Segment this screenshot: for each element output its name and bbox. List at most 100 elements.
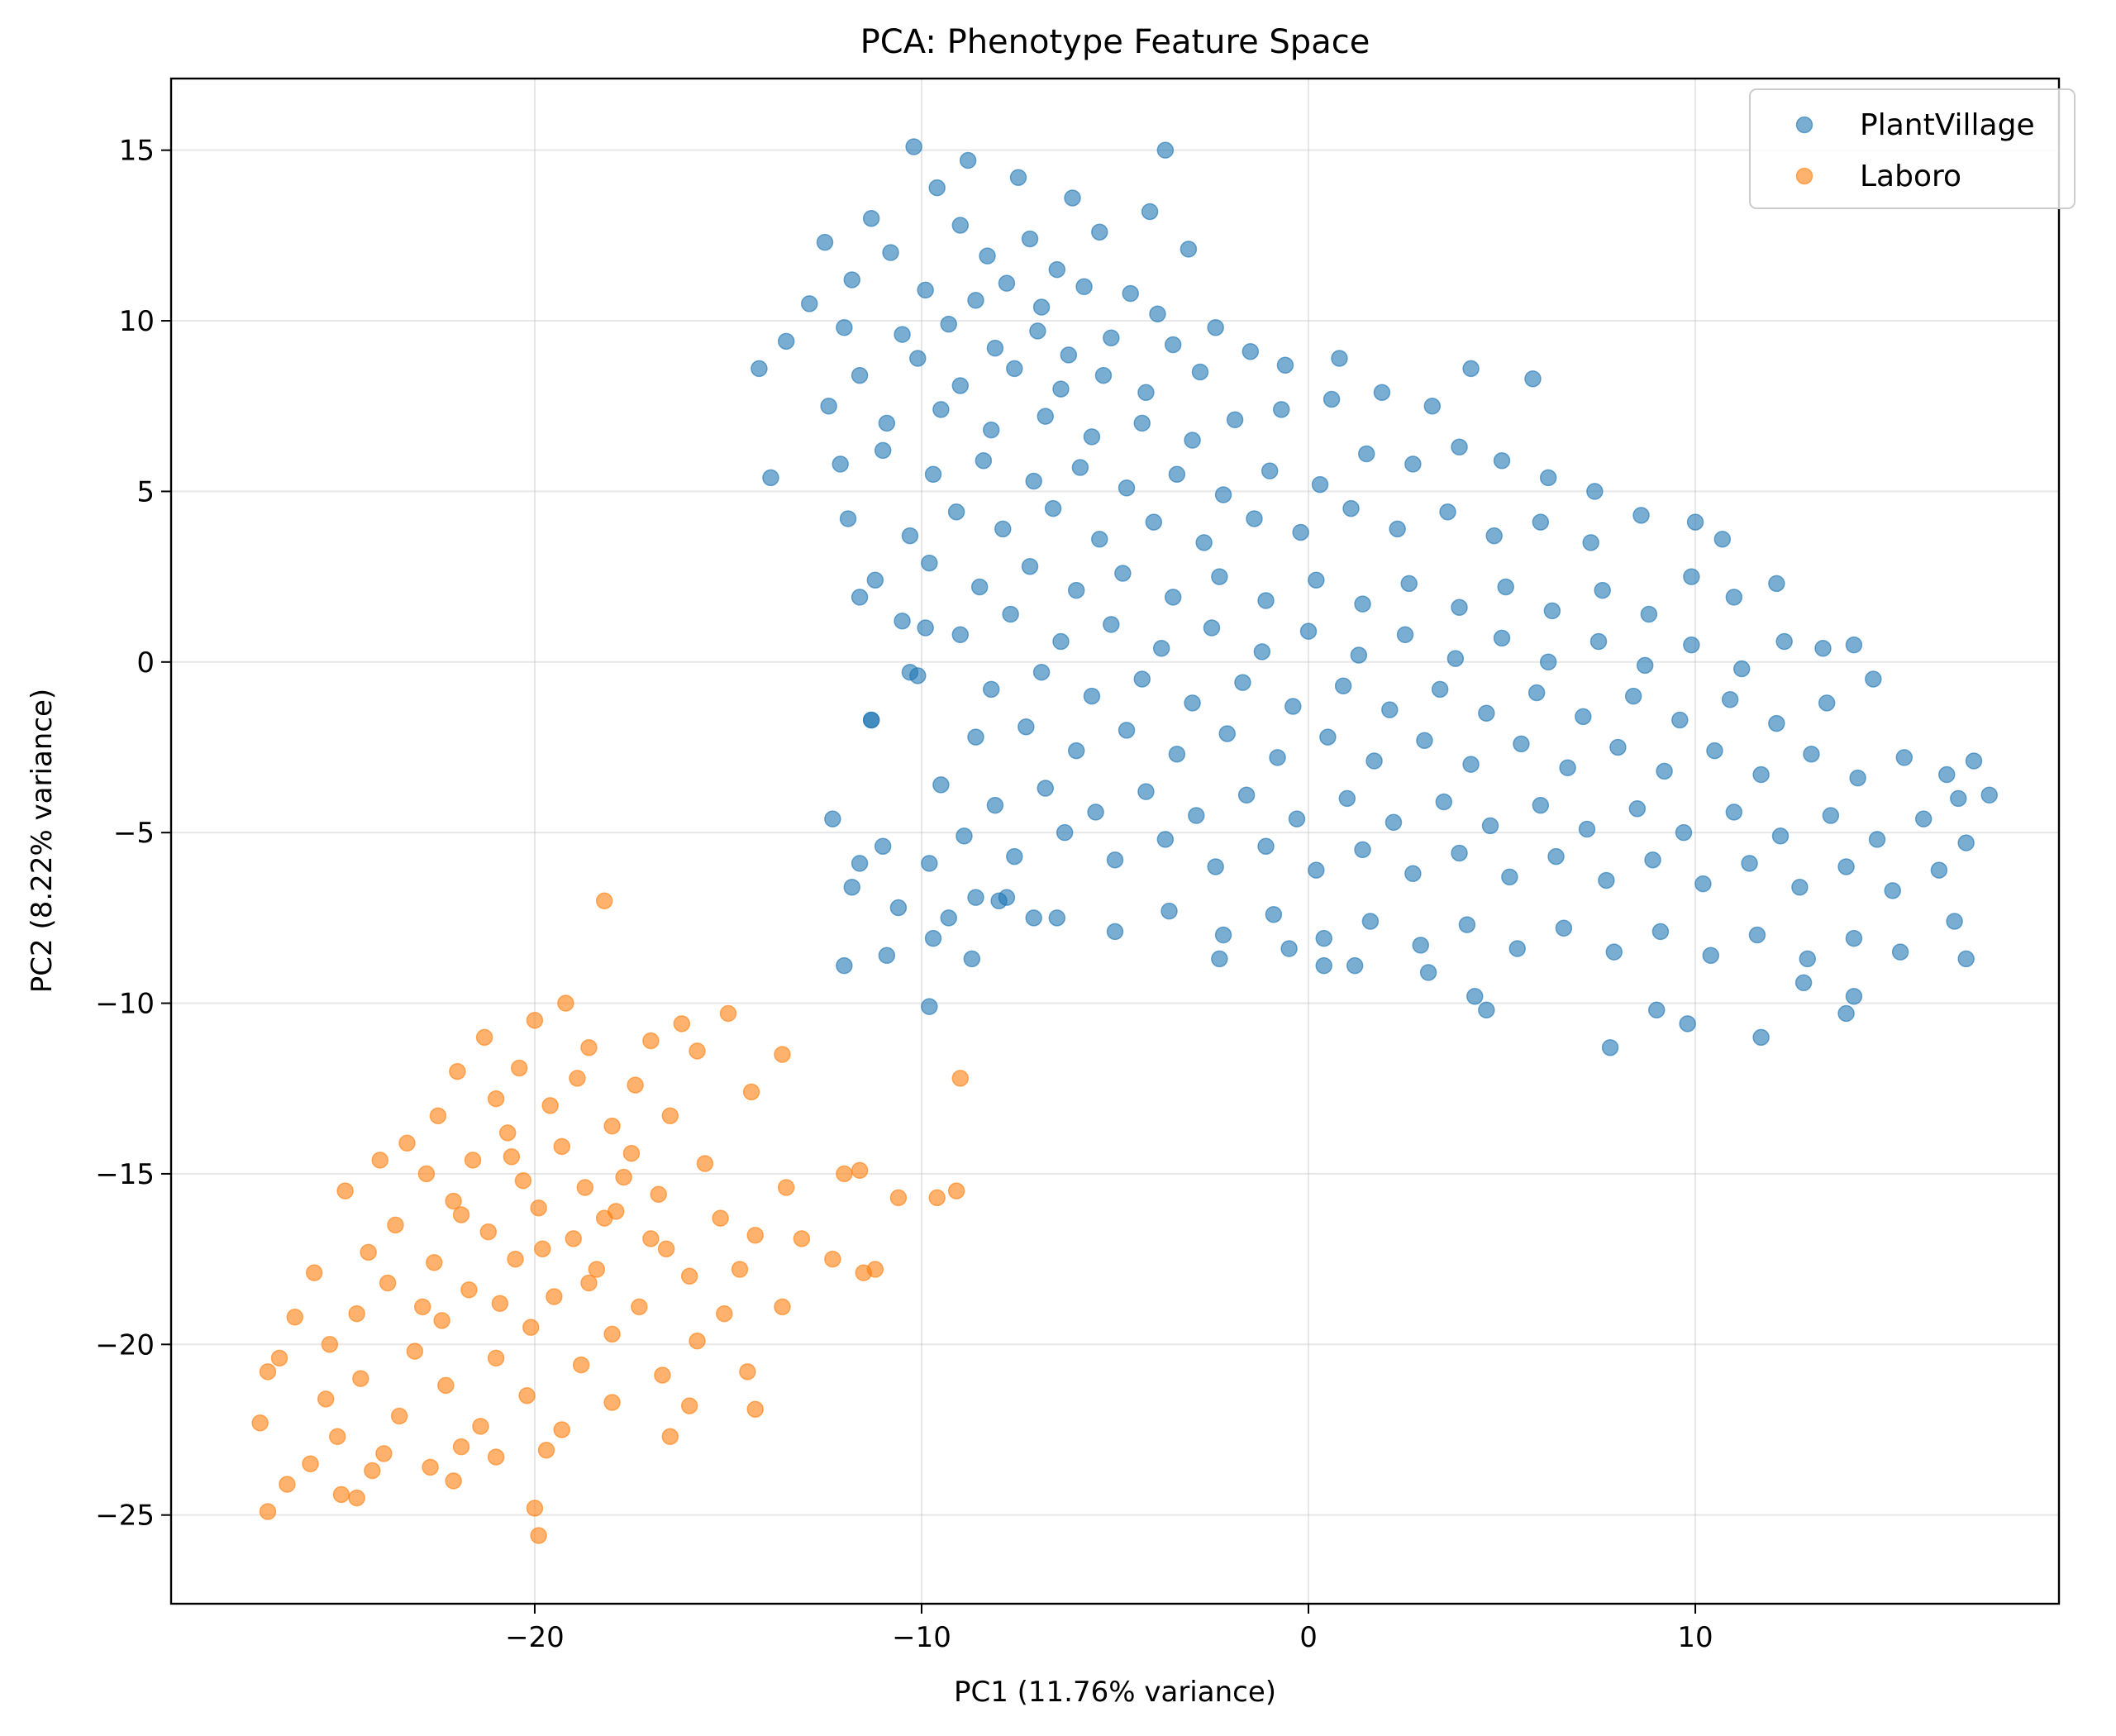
data-point-plantvillage <box>1311 475 1329 494</box>
data-point-plantvillage <box>1188 807 1205 824</box>
data-point-plantvillage <box>1257 592 1275 609</box>
data-point-plantvillage <box>1771 827 1790 845</box>
data-point-plantvillage <box>1671 711 1689 729</box>
data-point-laboro <box>364 1462 381 1480</box>
data-point-plantvillage <box>1338 789 1356 808</box>
data-point-plantvillage <box>917 619 934 637</box>
plot-frame <box>169 77 2061 1605</box>
data-point-laboro <box>576 1179 594 1196</box>
data-point-plantvillage <box>982 680 1000 699</box>
data-point-plantvillage <box>1822 807 1840 824</box>
data-point-plantvillage <box>1168 745 1186 763</box>
data-point-plantvillage <box>1539 653 1557 671</box>
data-point-laboro <box>689 1332 706 1350</box>
data-point-plantvillage <box>1075 278 1093 296</box>
data-point-plantvillage <box>1319 728 1337 746</box>
data-point-laboro <box>541 1097 559 1114</box>
data-point-plantvillage <box>1094 366 1113 384</box>
data-point-plantvillage <box>1122 284 1139 303</box>
data-point-plantvillage <box>1308 571 1325 589</box>
legend-marker-laboro <box>1795 167 1813 185</box>
data-point-plantvillage <box>1361 913 1380 930</box>
data-point-plantvillage <box>921 998 938 1015</box>
data-point-plantvillage <box>1071 459 1089 476</box>
data-point-plantvillage <box>1354 595 1371 613</box>
data-point-plantvillage <box>1373 384 1391 401</box>
data-point-laboro <box>569 1070 586 1087</box>
data-point-plantvillage <box>1578 820 1596 838</box>
data-point-plantvillage <box>1276 356 1294 374</box>
data-point-laboro <box>360 1243 377 1261</box>
y-tick-label: 15 <box>119 135 155 168</box>
data-point-laboro <box>375 1445 393 1462</box>
series-plantvillage <box>751 138 1999 1056</box>
data-point-plantvillage <box>878 414 896 432</box>
data-point-plantvillage <box>1683 636 1700 654</box>
data-point-plantvillage <box>1768 714 1785 732</box>
data-point-plantvillage <box>1002 605 1019 623</box>
data-point-laboro <box>654 1366 671 1384</box>
data-point-laboro <box>530 1199 547 1217</box>
data-point-plantvillage <box>1818 694 1836 712</box>
data-point-plantvillage <box>1218 725 1236 742</box>
data-point-plantvillage <box>1280 940 1298 957</box>
data-point-plantvillage <box>1803 745 1820 763</box>
data-point-laboro <box>422 1458 439 1476</box>
data-point-plantvillage <box>836 319 853 336</box>
data-point-plantvillage <box>1400 575 1418 593</box>
data-point-laboro <box>498 1124 517 1142</box>
data-point-plantvillage <box>1322 390 1341 408</box>
data-point-plantvillage <box>1048 260 1066 279</box>
data-point-laboro <box>595 892 613 909</box>
data-point-plantvillage <box>1060 346 1078 364</box>
data-point-plantvillage <box>1845 929 1863 947</box>
data-point-plantvillage <box>1768 575 1785 593</box>
data-point-laboro <box>680 1397 698 1414</box>
data-point-plantvillage <box>1214 926 1232 944</box>
data-point-laboro <box>553 1137 570 1156</box>
data-point-plantvillage <box>1160 902 1178 920</box>
data-point-laboro <box>429 1107 447 1125</box>
data-point-plantvillage <box>1164 589 1182 606</box>
data-point-plantvillage <box>874 837 892 855</box>
data-point-plantvillage <box>1849 769 1866 787</box>
data-point-plantvillage <box>1884 882 1901 899</box>
data-point-plantvillage <box>1435 793 1453 811</box>
data-point-plantvillage <box>1651 923 1670 941</box>
data-point-plantvillage <box>1021 557 1039 575</box>
data-point-plantvillage <box>816 233 834 251</box>
data-point-plantvillage <box>1713 530 1732 548</box>
data-point-plantvillage <box>894 326 911 343</box>
data-point-plantvillage <box>1466 988 1484 1005</box>
data-point-plantvillage <box>1299 622 1318 640</box>
data-point-plantvillage <box>1137 783 1155 800</box>
data-point-plantvillage <box>851 366 869 384</box>
data-point-plantvillage <box>1284 698 1302 715</box>
data-point-plantvillage <box>1493 629 1511 647</box>
data-point-plantvillage <box>820 397 837 415</box>
data-point-laboro <box>851 1161 869 1180</box>
data-point-laboro <box>855 1264 873 1281</box>
data-point-plantvillage <box>1288 810 1306 827</box>
data-point-laboro <box>426 1253 443 1271</box>
data-point-laboro <box>553 1421 570 1438</box>
data-point-plantvillage <box>1342 499 1360 517</box>
data-point-plantvillage <box>777 332 795 351</box>
data-point-plantvillage <box>1048 909 1066 927</box>
data-point-plantvillage <box>1532 513 1550 531</box>
data-point-plantvillage <box>1331 350 1348 367</box>
data-point-plantvillage <box>1431 680 1449 699</box>
data-point-plantvillage <box>1957 834 1975 851</box>
data-point-laboro <box>317 1390 335 1408</box>
data-point-plantvillage <box>1083 428 1101 446</box>
data-point-plantvillage <box>1269 749 1286 766</box>
data-point-plantvillage <box>1106 851 1124 869</box>
data-point-plantvillage <box>905 138 922 155</box>
y-tick-label: 0 <box>136 646 155 680</box>
data-point-laboro <box>348 1489 365 1507</box>
data-point-plantvillage <box>959 151 977 169</box>
data-point-laboro <box>406 1343 424 1360</box>
data-point-plantvillage <box>1404 455 1422 473</box>
data-point-plantvillage <box>998 274 1016 292</box>
data-point-plantvillage <box>1752 1028 1770 1047</box>
